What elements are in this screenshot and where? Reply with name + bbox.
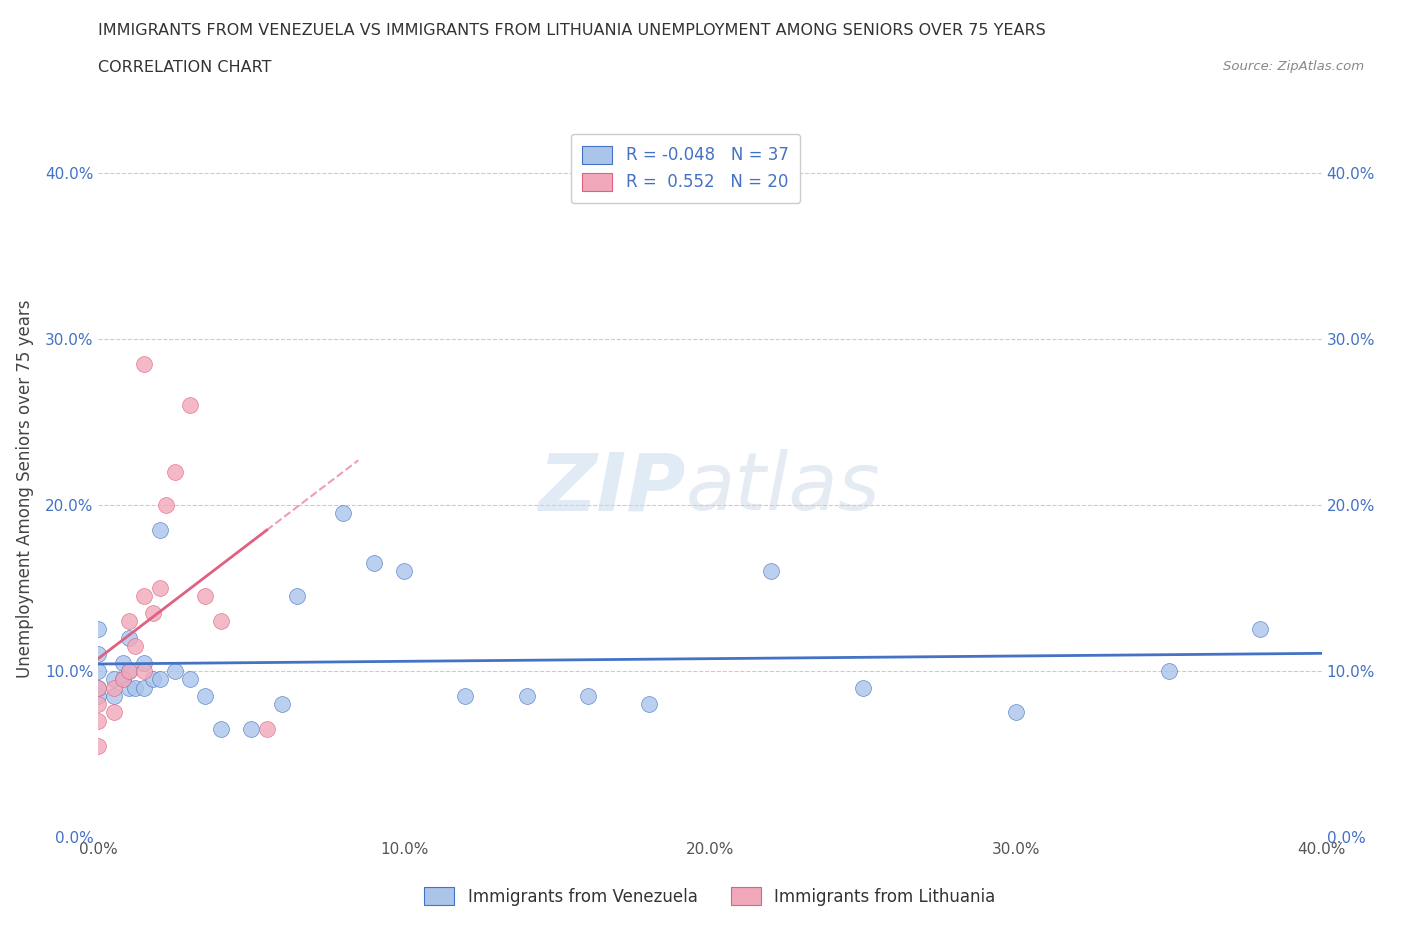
Legend: Immigrants from Venezuela, Immigrants from Lithuania: Immigrants from Venezuela, Immigrants fr…	[418, 881, 1002, 912]
Point	[134, 589, 156, 604]
Point	[194, 589, 217, 604]
Point	[179, 671, 201, 686]
Text: ZIP: ZIP	[538, 449, 686, 527]
Point	[852, 680, 875, 695]
Point	[118, 663, 141, 678]
Point	[103, 705, 125, 720]
Point	[87, 697, 110, 711]
Point	[142, 605, 165, 620]
Point	[149, 580, 172, 595]
Text: atlas: atlas	[686, 449, 880, 527]
Point	[87, 663, 110, 678]
Point	[454, 688, 477, 703]
Point	[87, 680, 110, 695]
Point	[149, 523, 172, 538]
Point	[103, 671, 125, 686]
Point	[134, 680, 156, 695]
Point	[285, 589, 308, 604]
Point	[209, 722, 232, 737]
Point	[363, 555, 385, 570]
Point	[163, 663, 186, 678]
Point	[155, 498, 177, 512]
Point	[179, 398, 201, 413]
Point	[103, 680, 125, 695]
Point	[516, 688, 538, 703]
Point	[111, 671, 134, 686]
Point	[118, 680, 141, 695]
Point	[111, 671, 134, 686]
Text: IMMIGRANTS FROM VENEZUELA VS IMMIGRANTS FROM LITHUANIA UNEMPLOYMENT AMONG SENIOR: IMMIGRANTS FROM VENEZUELA VS IMMIGRANTS …	[98, 23, 1046, 38]
Point	[134, 356, 156, 371]
Point	[270, 697, 292, 711]
Point	[576, 688, 599, 703]
Point	[124, 680, 146, 695]
Point	[163, 464, 186, 479]
Point	[87, 688, 110, 703]
Point	[1249, 622, 1271, 637]
Point	[1004, 705, 1026, 720]
Point	[118, 631, 141, 645]
Point	[87, 680, 110, 695]
Point	[759, 564, 782, 578]
Point	[392, 564, 416, 578]
Point	[103, 688, 125, 703]
Point	[87, 647, 110, 662]
Point	[111, 656, 134, 671]
Point	[134, 663, 156, 678]
Point	[332, 506, 354, 521]
Text: Source: ZipAtlas.com: Source: ZipAtlas.com	[1223, 60, 1364, 73]
Point	[118, 614, 141, 629]
Point	[87, 738, 110, 753]
Point	[637, 697, 661, 711]
Point	[256, 722, 278, 737]
Point	[194, 688, 217, 703]
Point	[209, 614, 232, 629]
Point	[240, 722, 263, 737]
Y-axis label: Unemployment Among Seniors over 75 years: Unemployment Among Seniors over 75 years	[15, 299, 34, 677]
Point	[124, 639, 146, 654]
Point	[118, 663, 141, 678]
Point	[142, 671, 165, 686]
Point	[87, 622, 110, 637]
Point	[149, 671, 172, 686]
Text: CORRELATION CHART: CORRELATION CHART	[98, 60, 271, 75]
Point	[87, 713, 110, 728]
Point	[1157, 663, 1180, 678]
Point	[134, 656, 156, 671]
